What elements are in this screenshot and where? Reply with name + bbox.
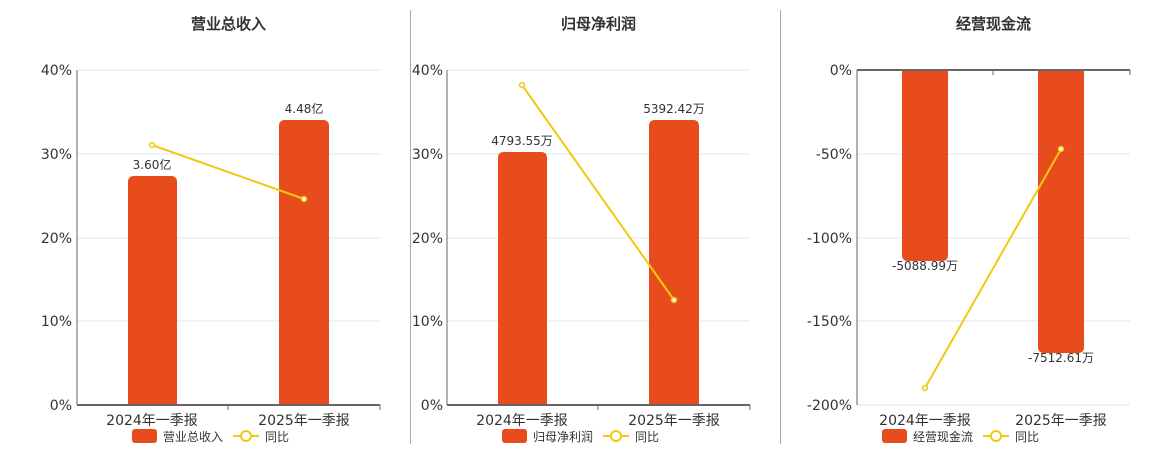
legend-bar-label[interactable]: 经营现金流	[913, 429, 974, 444]
x-axis-labels: 2024年一季报 2025年一季报	[476, 413, 720, 429]
y-tick: 10%	[412, 314, 443, 330]
x-tick: 2024年一季报	[879, 413, 971, 429]
net-profit-chart: 40% 30% 20% 10% 0% 4793.55万 5392.42万 202…	[412, 63, 751, 429]
y-tick: 10%	[41, 314, 72, 330]
x-tick: 2024年一季报	[476, 413, 568, 429]
y-axis-labels: 0% -50% -100% -150% -200%	[807, 63, 852, 414]
yoy-point[interactable]	[1057, 145, 1065, 153]
y-tick: -200%	[807, 398, 852, 414]
x-tick: 2024年一季报	[106, 413, 198, 429]
legend-bar-label[interactable]: 归母净利润	[533, 429, 594, 444]
bar-label: 5392.42万	[643, 102, 705, 116]
panel-divider	[780, 10, 781, 444]
chart-title-net-profit: 归母净利润	[560, 15, 636, 33]
y-tick: 0%	[50, 398, 72, 414]
legend-line-label[interactable]: 同比	[265, 429, 290, 444]
operating-cash-flow-chart: 0% -50% -100% -150% -200% -5088.99万 -751…	[807, 63, 1131, 429]
y-tick: 40%	[412, 63, 443, 79]
bar-label: 4.48亿	[285, 101, 324, 116]
legend-line-label[interactable]: 同比	[1015, 429, 1040, 444]
y-axis-labels: 40% 30% 20% 10% 0%	[41, 63, 72, 414]
y-tick: -100%	[807, 231, 852, 247]
bar-label: 3.60亿	[133, 157, 172, 172]
yoy-line	[924, 148, 1062, 389]
legend: 归母净利润 同比	[502, 428, 659, 444]
legend-line-label[interactable]: 同比	[635, 429, 660, 444]
legend-bar-label[interactable]: 营业总收入	[163, 429, 224, 444]
legend-bar-swatch[interactable]	[502, 429, 527, 443]
y-tick: 20%	[41, 231, 72, 247]
bar-2024q1[interactable]	[128, 176, 177, 405]
legend-line-icon[interactable]	[233, 429, 260, 443]
legend-line-icon[interactable]	[603, 429, 630, 443]
yoy-point[interactable]	[921, 384, 929, 392]
y-tick: -150%	[807, 314, 852, 330]
y-tick: 40%	[41, 63, 72, 79]
yoy-point[interactable]	[518, 81, 526, 89]
panel-divider	[410, 10, 411, 444]
yoy-line	[151, 144, 305, 200]
grid	[77, 69, 380, 322]
legend-line-icon[interactable]	[983, 429, 1010, 443]
legend: 营业总收入 同比	[132, 428, 289, 444]
bar-2025q1[interactable]	[1038, 70, 1084, 353]
legend: 经营现金流 同比	[882, 428, 1039, 444]
x-tick: 2025年一季报	[258, 413, 350, 429]
yoy-point[interactable]	[148, 141, 156, 149]
chart-title-operating-cash-flow: 经营现金流	[955, 15, 1031, 33]
y-tick: 0%	[830, 63, 852, 79]
grid	[857, 153, 1130, 406]
legend-bar-swatch[interactable]	[882, 429, 907, 443]
bar-2025q1[interactable]	[279, 120, 329, 405]
y-tick: 30%	[41, 147, 72, 163]
bar-2024q1[interactable]	[498, 152, 547, 405]
x-tick: 2025年一季报	[1015, 413, 1107, 429]
yoy-line	[521, 84, 675, 301]
bar-label: 4793.55万	[491, 134, 553, 148]
revenue-chart: 40% 30% 20% 10% 0% 3.60亿 4.48亿 2024年一季报 …	[41, 63, 381, 429]
yoy-point[interactable]	[670, 296, 678, 304]
yoy-point[interactable]	[300, 195, 308, 203]
x-axis-labels: 2024年一季报 2025年一季报	[106, 413, 350, 429]
grid	[447, 69, 750, 322]
bar-label: -7512.61万	[1028, 351, 1094, 365]
y-axis-labels: 40% 30% 20% 10% 0%	[412, 63, 443, 414]
y-tick: 20%	[412, 231, 443, 247]
chart-title-revenue: 营业总收入	[190, 15, 266, 33]
legend-bar-swatch[interactable]	[132, 429, 157, 443]
bar-label: -5088.99万	[892, 259, 958, 273]
y-tick: 0%	[421, 398, 443, 414]
x-axis-labels: 2024年一季报 2025年一季报	[879, 413, 1107, 429]
bar-2024q1[interactable]	[902, 70, 948, 261]
bar-2025q1[interactable]	[649, 120, 699, 405]
y-tick: -50%	[816, 147, 852, 163]
y-tick: 30%	[412, 147, 443, 163]
x-tick: 2025年一季报	[628, 413, 720, 429]
